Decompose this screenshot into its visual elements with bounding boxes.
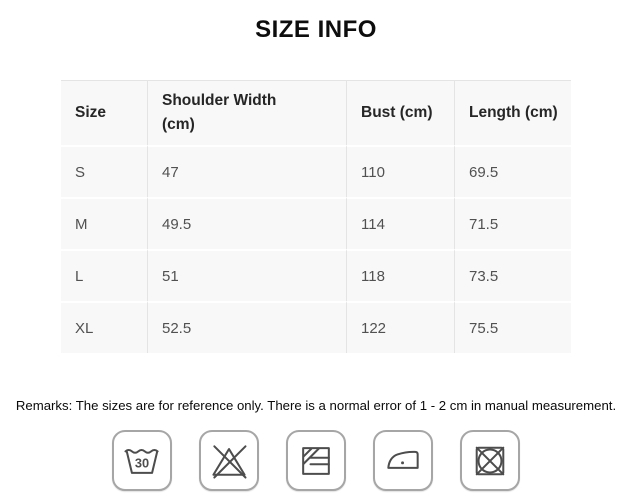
cell-size: S: [61, 145, 147, 197]
machine-wash-30-icon: 30: [112, 430, 172, 491]
col-header-bust: Bust (cm): [346, 81, 454, 145]
cell-shoulder-width: 49.5: [147, 197, 346, 249]
do-not-tumble-dry-icon: [460, 430, 520, 491]
iron-low-heat-glyph: [387, 450, 419, 469]
cell-shoulder-width: 52.5: [147, 301, 346, 353]
cell-bust: 110: [346, 145, 454, 197]
col-header-length: Length (cm): [454, 81, 571, 145]
svg-text:30: 30: [135, 455, 149, 470]
cell-size: L: [61, 249, 147, 301]
size-table: Size Shoulder Width (cm) Bust (cm) Lengt…: [61, 80, 571, 353]
col-header-length-label: Length (cm): [469, 103, 558, 121]
page-title: SIZE INFO: [255, 16, 377, 43]
col-header-size: Size: [61, 81, 147, 145]
cell-shoulder-width: 51: [147, 249, 346, 301]
dry-flat-in-shade-glyph: [302, 446, 330, 475]
col-header-size-label: Size: [75, 103, 107, 121]
table-row-xl: XL 52.5 122 75.5: [61, 301, 571, 353]
table-row-s: S 47 110 69.5: [61, 145, 571, 197]
cell-shoulder-width: 47: [147, 145, 346, 197]
do-not-tumble-dry-glyph: [475, 446, 505, 475]
table-header-row: Size Shoulder Width (cm) Bust (cm) Lengt…: [61, 81, 571, 145]
do-not-bleach-icon: [199, 430, 259, 491]
cell-size: M: [61, 197, 147, 249]
cell-length: 73.5: [454, 249, 571, 301]
cell-length: 71.5: [454, 197, 571, 249]
cell-bust: 122: [346, 301, 454, 353]
cell-bust: 114: [346, 197, 454, 249]
col-header-shoulder-width-label: Shoulder Width (cm): [162, 91, 277, 133]
do-not-bleach-glyph: [212, 444, 247, 479]
machine-wash-30-glyph: 30: [124, 448, 159, 474]
remarks-text: Remarks: The sizes are for reference onl…: [15, 398, 617, 413]
cell-bust: 118: [346, 249, 454, 301]
dry-flat-in-shade-icon: [286, 430, 346, 491]
size-table-container: Size Shoulder Width (cm) Bust (cm) Lengt…: [61, 80, 571, 353]
cell-size: XL: [61, 301, 147, 353]
col-header-shoulder-width: Shoulder Width (cm): [147, 81, 346, 145]
table-row-m: M 49.5 114 71.5: [61, 197, 571, 249]
iron-low-heat-icon: [373, 430, 433, 491]
table-row-l: L 51 118 73.5: [61, 249, 571, 301]
col-header-bust-label: Bust (cm): [361, 103, 433, 121]
care-icons-row: 30: [0, 430, 632, 491]
cell-length: 69.5: [454, 145, 571, 197]
cell-length: 75.5: [454, 301, 571, 353]
